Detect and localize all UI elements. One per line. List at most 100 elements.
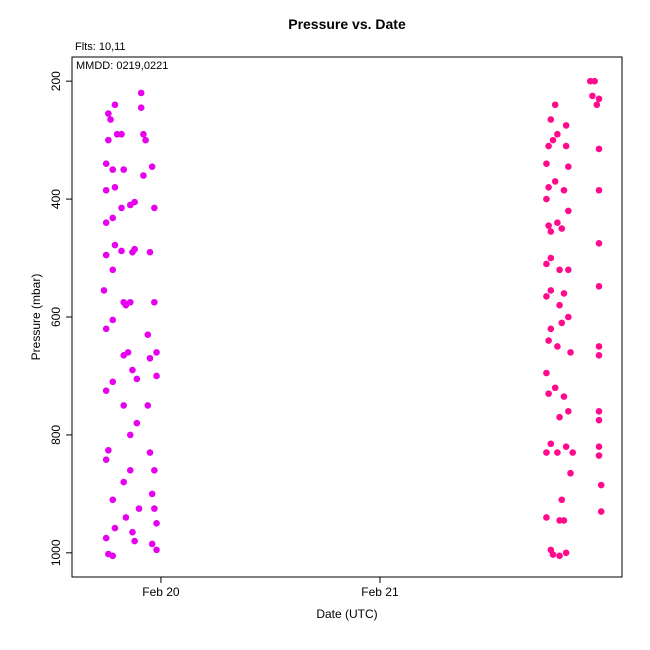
point — [595, 186, 603, 194]
point — [126, 431, 134, 439]
point — [118, 204, 125, 212]
point — [556, 552, 563, 560]
point — [153, 520, 160, 527]
point — [554, 449, 561, 456]
point — [142, 136, 149, 144]
point — [111, 241, 119, 249]
point — [148, 540, 156, 548]
point — [109, 166, 117, 173]
point — [551, 384, 559, 392]
point — [102, 186, 110, 194]
point — [558, 225, 566, 232]
x-tick-label: Feb 20 — [142, 585, 180, 599]
point — [565, 207, 572, 215]
point — [567, 469, 574, 477]
point — [126, 466, 134, 474]
point — [597, 508, 605, 515]
point — [543, 514, 550, 521]
point — [543, 449, 550, 456]
point — [560, 186, 568, 194]
point — [107, 116, 114, 123]
point — [565, 266, 572, 274]
point — [554, 343, 561, 350]
point — [595, 283, 603, 290]
point — [543, 260, 550, 268]
point — [595, 240, 603, 247]
point — [556, 266, 563, 274]
point — [545, 222, 552, 229]
point — [151, 466, 158, 474]
point — [144, 331, 152, 338]
point — [102, 160, 110, 168]
point — [109, 266, 117, 274]
point — [146, 248, 154, 256]
point — [129, 528, 136, 536]
point — [547, 228, 555, 235]
point — [105, 136, 112, 144]
point — [545, 390, 552, 397]
x-axis-label: Date (UTC) — [316, 607, 377, 621]
point — [124, 349, 132, 356]
point — [135, 505, 143, 512]
point — [151, 204, 158, 212]
point — [595, 145, 603, 153]
point — [595, 343, 603, 350]
point — [547, 287, 555, 294]
chart-title: Pressure vs. Date — [288, 16, 406, 32]
point — [144, 402, 152, 409]
point — [100, 287, 108, 294]
point — [543, 160, 550, 168]
point — [595, 452, 603, 459]
point — [102, 456, 110, 463]
annotation: Flts: 10,11 — [75, 41, 126, 53]
annotation: MMDD: 0219,0221 — [76, 60, 168, 72]
point — [102, 387, 110, 394]
x-tick-label: Feb 21 — [361, 585, 399, 599]
point — [133, 375, 141, 383]
point — [131, 537, 138, 545]
point — [153, 349, 160, 356]
point — [558, 319, 566, 327]
point — [549, 551, 557, 558]
point — [545, 142, 552, 150]
point — [105, 446, 112, 454]
y-tick-label: 200 — [49, 71, 63, 91]
point — [151, 298, 158, 306]
point — [137, 104, 145, 112]
point — [109, 496, 117, 504]
point — [148, 490, 156, 498]
point — [122, 514, 130, 521]
point — [131, 198, 138, 206]
point — [126, 298, 134, 306]
point — [591, 77, 598, 85]
point — [565, 408, 572, 415]
point — [118, 247, 125, 255]
point — [140, 130, 147, 138]
point — [589, 92, 596, 100]
point — [556, 413, 563, 421]
point — [146, 354, 154, 362]
point — [595, 443, 603, 451]
point — [137, 89, 145, 97]
point — [151, 505, 158, 512]
point — [543, 195, 550, 203]
point — [595, 352, 603, 359]
point — [551, 178, 559, 185]
point — [554, 130, 561, 138]
y-tick-label: 600 — [49, 307, 63, 327]
point — [547, 325, 555, 333]
point — [562, 549, 570, 557]
point — [545, 337, 552, 344]
point — [556, 301, 563, 309]
point — [595, 416, 603, 424]
point — [560, 393, 568, 400]
point — [102, 251, 110, 259]
point — [109, 552, 117, 560]
point — [120, 478, 127, 486]
point — [109, 378, 117, 386]
point — [146, 449, 154, 456]
point — [554, 219, 561, 226]
point — [569, 449, 577, 456]
y-tick-label: 1000 — [49, 539, 63, 566]
point — [133, 419, 141, 427]
